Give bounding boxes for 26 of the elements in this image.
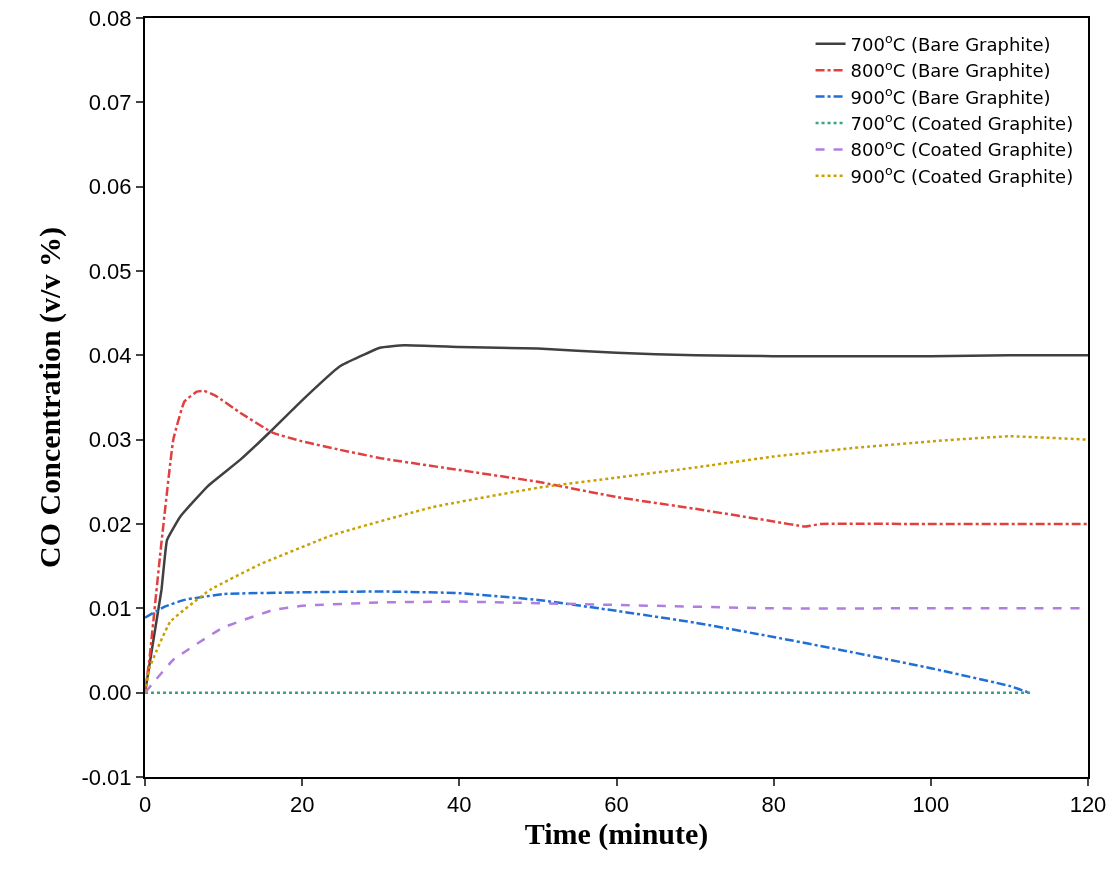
legend-label: 900$^{o}$C (Bare Graphite) [850,84,1051,108]
legend-label: 900$^{o}$C (Coated Graphite) [850,163,1074,187]
x-tick-label: 120 [1069,792,1107,818]
legend-label: 800$^{o}$C (Coated Graphite) [850,136,1074,161]
y-tick-label: 0.04 [88,343,132,369]
legend-label: 700$^{o}$C (Coated Graphite) [850,110,1074,135]
x-tick-label: 80 [761,792,786,818]
y-tick-label: 0.02 [88,511,132,537]
x-tick-label: 60 [604,792,629,818]
y-tick-label: 0.03 [88,427,132,453]
y-tick-label: -0.01 [81,764,132,790]
y-tick-label: 0.00 [88,680,132,706]
x-tick-label: 20 [289,792,315,818]
x-tick-label: 0 [138,792,152,818]
y-tick-label: 0.07 [88,90,132,116]
x-tick-label: 100 [912,792,950,818]
x-axis-title: Time (minute) [524,817,709,852]
y-tick-label: 0.05 [88,258,132,284]
y-tick-label: 0.01 [88,596,132,622]
y-tick-label: 0.06 [88,174,132,200]
y-axis-title: CO Concentration (v/v %) [32,227,67,568]
legend-label: 700$^{o}$C (Bare Graphite) [850,31,1051,55]
y-tick-label: 0.08 [88,5,132,31]
line-series [145,435,1088,694]
x-tick-label: 40 [447,792,472,818]
legend-label: 800$^{o}$C (Bare Graphite) [850,57,1051,82]
